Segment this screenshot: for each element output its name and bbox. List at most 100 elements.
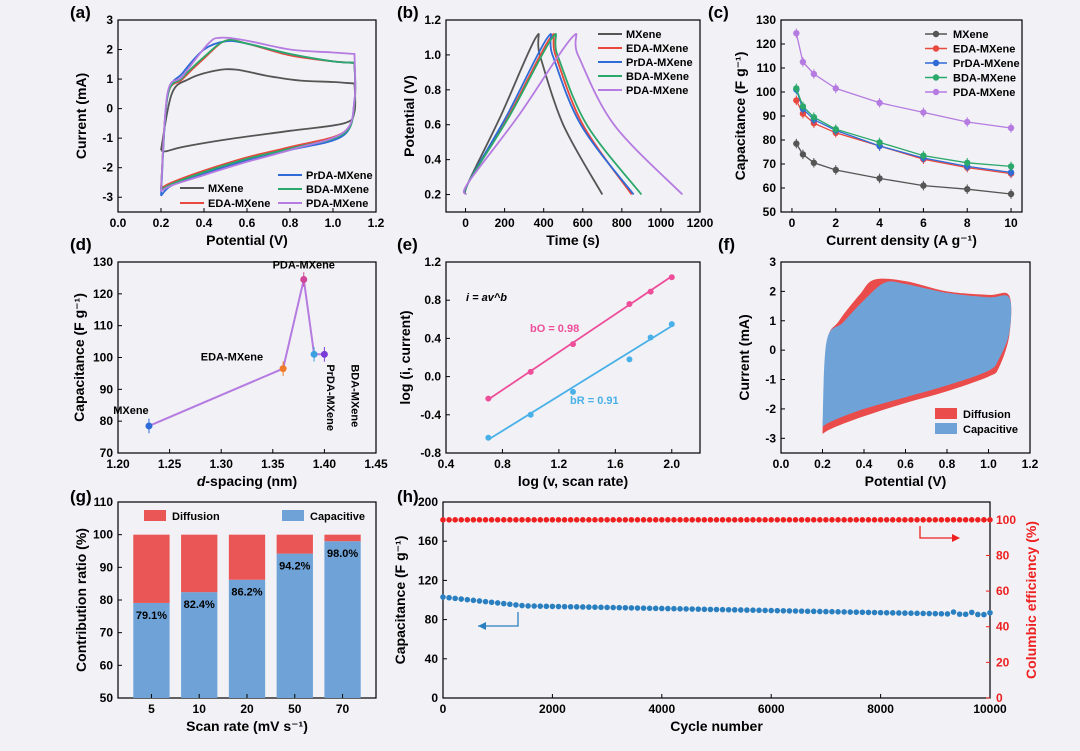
y-tick-label: 2 xyxy=(769,284,776,298)
capacitance-point xyxy=(975,611,981,618)
y-tick-label: 110 xyxy=(94,495,114,509)
capacitance-point xyxy=(659,605,665,612)
capacitance-point xyxy=(701,606,708,613)
efficiency-point xyxy=(823,517,829,523)
efficiency-point xyxy=(774,517,781,523)
panel-label: (a) xyxy=(70,3,91,22)
legend-swatch xyxy=(282,510,304,521)
legend-label: Capacitive xyxy=(963,424,1018,436)
capacitance-point xyxy=(853,609,860,615)
x-axis-label-rest: -spacing (nm) xyxy=(205,473,297,489)
data-point xyxy=(300,276,308,284)
legend-label: PDA-MXene xyxy=(953,87,1015,99)
bar-capacitive xyxy=(324,541,361,698)
y-tick-label: 130 xyxy=(756,13,776,27)
capacitance-point xyxy=(786,608,793,614)
bar-capacitive xyxy=(276,553,313,698)
y-tick-label: 90 xyxy=(100,560,114,574)
panel-g-contribution-ratio-bars: (g) 50 60 70 80 90 100 110 Scan rate (mV s⁻¹) Con… xyxy=(70,487,377,734)
efficiency-point xyxy=(488,517,495,523)
x-tick-label: 800 xyxy=(612,216,632,230)
bar-data-label: 98.0% xyxy=(327,548,358,560)
efficiency-point xyxy=(713,517,720,523)
efficiency-point xyxy=(981,517,987,523)
panel-label: (d) xyxy=(70,235,92,254)
efficiency-point xyxy=(683,517,689,523)
y2-tick-label: 0 xyxy=(996,691,1003,705)
x-tick-label: 0.8 xyxy=(939,457,956,471)
efficiency-point xyxy=(604,517,610,523)
capacitance-point xyxy=(847,609,854,615)
efficiency-point xyxy=(537,517,544,523)
x-tick-label: 1.6 xyxy=(607,457,624,471)
y-tick-label: 0.8 xyxy=(424,293,441,307)
panel-label: (e) xyxy=(397,235,418,254)
x-tick-label: 6 xyxy=(920,216,927,230)
capacitance-point xyxy=(731,607,738,613)
capacitance-point xyxy=(908,610,914,617)
rate-point xyxy=(810,159,818,166)
efficiency-point xyxy=(889,517,896,523)
x-tick-label: 2000 xyxy=(539,702,566,716)
efficiency-point xyxy=(853,517,860,523)
x-tick-label: 6000 xyxy=(758,702,785,716)
efficiency-point xyxy=(896,517,902,523)
x-tick-label: 400 xyxy=(534,216,554,230)
efficiency-point xyxy=(452,517,458,523)
efficiency-point xyxy=(555,517,562,523)
x-axis-label: Time (s) xyxy=(546,232,599,248)
capacitance-point xyxy=(738,607,744,613)
capacitance-point xyxy=(932,610,939,617)
efficiency-point xyxy=(817,517,823,523)
rate-point xyxy=(876,99,883,107)
efficiency-point xyxy=(701,517,708,523)
y2-axis-label: Columbic efficiency (%) xyxy=(1023,521,1039,679)
capacitance-point xyxy=(725,606,732,613)
y-tick-label: 90 xyxy=(100,382,114,396)
y-tick-label: 1.2 xyxy=(424,13,441,27)
y-tick-label: -3 xyxy=(102,190,113,204)
y2-tick-label: 20 xyxy=(996,655,1010,669)
y-tick-label: 0.0 xyxy=(424,370,441,384)
capacitance-point xyxy=(628,605,635,611)
bar-diffusion xyxy=(181,534,218,593)
x-tick-label: 5 xyxy=(148,702,155,716)
panel-label: (h) xyxy=(397,487,419,506)
bar-capacitive xyxy=(133,602,170,698)
capacitance-point xyxy=(525,603,531,609)
rate-point xyxy=(793,30,800,37)
y-tick-label: 80 xyxy=(100,593,114,607)
efficiency-point xyxy=(847,517,854,523)
x-axis-label: Current density (A g⁻¹) xyxy=(826,232,977,248)
legend-label: Diffusion xyxy=(963,409,1011,421)
rate-line-eda-mxene xyxy=(795,100,1012,175)
efficiency-point xyxy=(665,517,671,523)
rate-point xyxy=(920,152,927,159)
point-label: EDA-MXene xyxy=(201,352,263,364)
capacitance-point xyxy=(610,604,616,611)
efficiency-point xyxy=(744,517,750,523)
efficiency-point xyxy=(598,517,604,523)
legend-label: PDA-MXene xyxy=(306,198,368,210)
capacitance-point xyxy=(537,603,544,609)
legend-marker xyxy=(932,88,940,96)
capacitance-point xyxy=(713,606,720,613)
legend-label: Diffusion xyxy=(172,511,220,523)
efficiency-point xyxy=(725,517,732,523)
y-tick-label: 1 xyxy=(769,314,776,328)
capacitance-point xyxy=(488,599,495,606)
y-tick-label: 1 xyxy=(106,72,113,86)
data-point xyxy=(668,321,675,328)
capacitance-point xyxy=(531,603,537,609)
capacitance-point xyxy=(902,610,908,616)
rate-point xyxy=(1007,163,1015,170)
efficiency-point xyxy=(944,517,951,523)
capacitance-point xyxy=(561,603,568,610)
y-tick-label: 0 xyxy=(431,691,438,705)
y-tick-label: 120 xyxy=(756,37,776,51)
efficiency-point xyxy=(731,517,738,523)
capacitance-point xyxy=(579,604,586,610)
capacitance-point xyxy=(567,603,574,610)
efficiency-point xyxy=(525,517,531,523)
y-tick-label: 80 xyxy=(763,133,777,147)
